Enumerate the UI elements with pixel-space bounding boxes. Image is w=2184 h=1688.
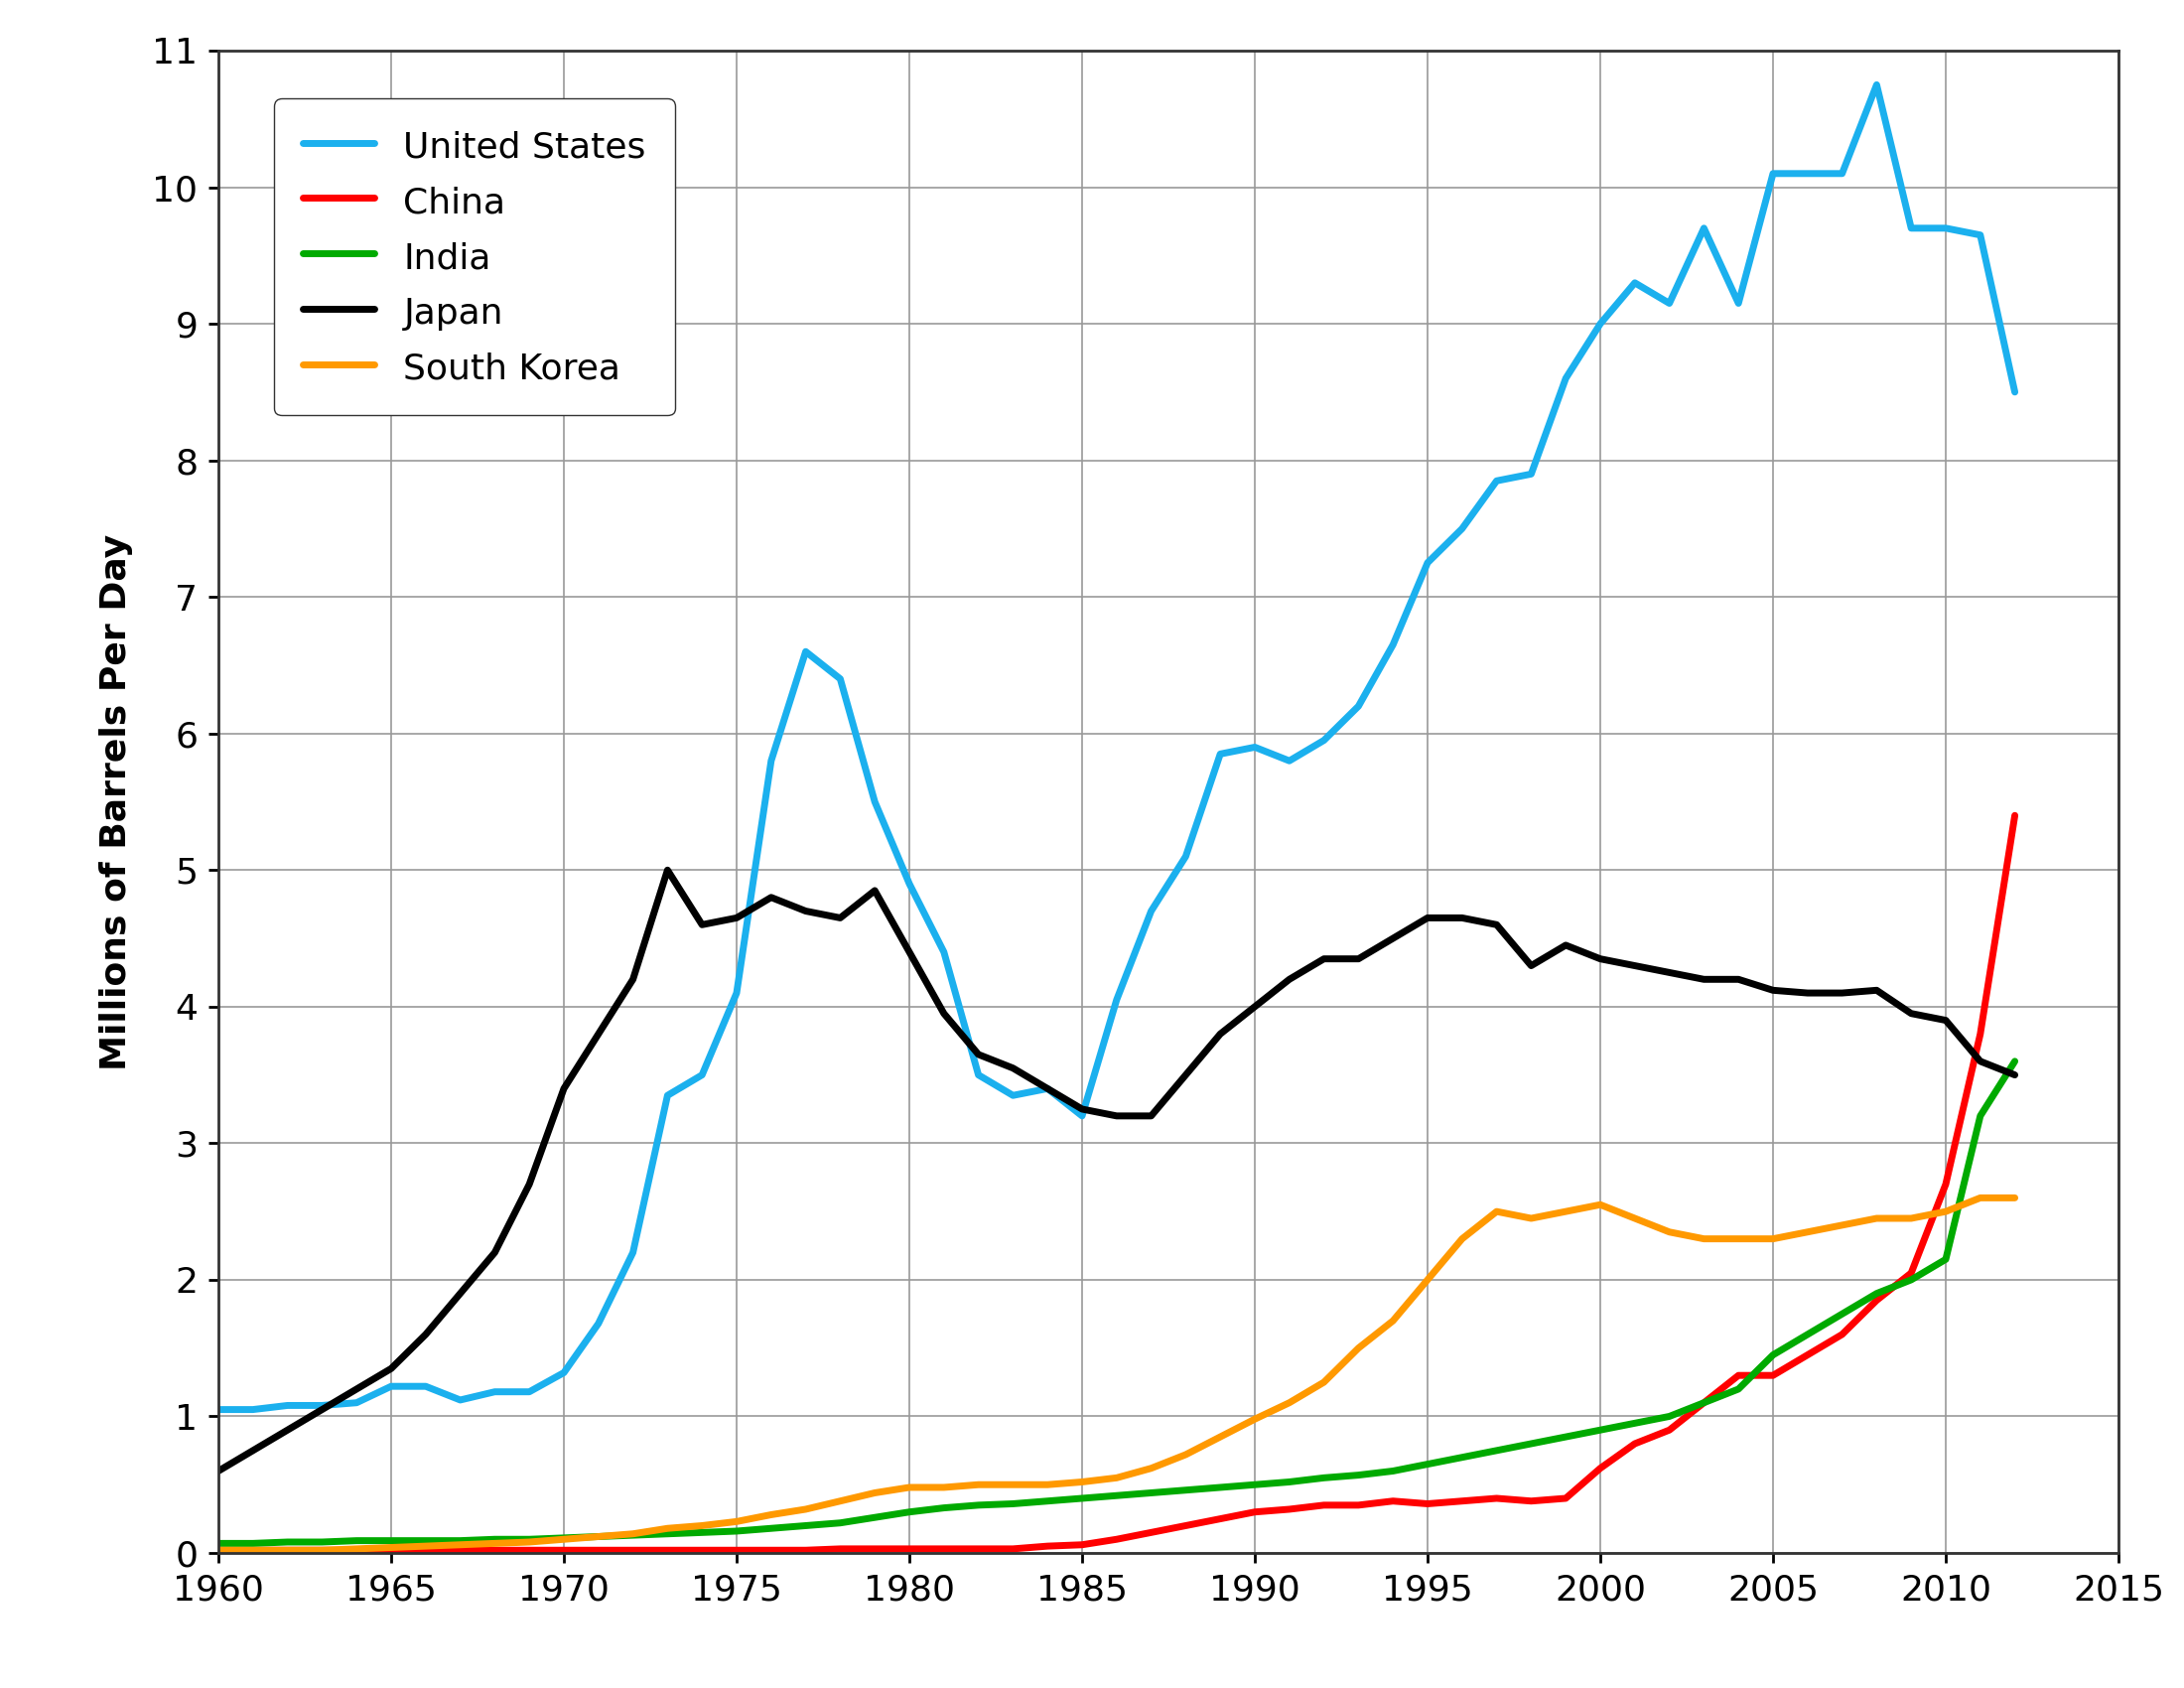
India [1243,1475,1269,1496]
South Korea [2003,1188,2029,1209]
China [1588,1458,1614,1479]
Legend: United States, China, India, Japan, South Korea: United States, China, India, Japan, Sout… [275,98,675,415]
South Korea [205,1539,232,1560]
United States [1863,74,1889,95]
India [1795,1325,1821,1345]
United States [1275,751,1302,771]
Japan [723,908,749,928]
United States [2003,381,2029,402]
South Korea [688,1516,714,1536]
South Korea [1275,1393,1302,1413]
United States [1588,314,1614,334]
China [1345,1496,1372,1516]
India [688,1523,714,1543]
India [2003,1052,2029,1072]
China [205,1539,232,1560]
Japan [205,1460,232,1480]
United States [205,1399,232,1420]
Japan [1828,982,1854,1003]
Japan [1623,955,1649,976]
China [688,1539,714,1560]
China [1275,1499,1302,1519]
China [2003,805,2029,825]
South Korea [1345,1339,1372,1359]
South Korea [1795,1222,1821,1242]
China [1795,1345,1821,1366]
Japan [1380,928,1406,949]
Line: South Korea: South Korea [218,1198,2016,1550]
India [205,1533,232,1553]
Line: Japan: Japan [218,869,2016,1470]
United States [1243,738,1269,758]
United States [688,1065,714,1085]
Line: India: India [218,1062,2016,1543]
Line: United States: United States [218,84,2016,1409]
India [1345,1465,1372,1485]
Japan [2003,1065,2029,1085]
Japan [1310,949,1337,969]
Japan [1275,969,1302,989]
Japan [655,859,681,879]
India [1275,1472,1302,1492]
United States [1795,164,1821,184]
South Korea [1243,1409,1269,1430]
United States [1345,695,1372,716]
India [1588,1420,1614,1440]
South Korea [1588,1195,1614,1215]
China [1243,1502,1269,1523]
Y-axis label: Millions of Barrels Per Day: Millions of Barrels Per Day [98,533,133,1070]
South Korea [1968,1188,1994,1209]
Line: China: China [218,815,2016,1550]
